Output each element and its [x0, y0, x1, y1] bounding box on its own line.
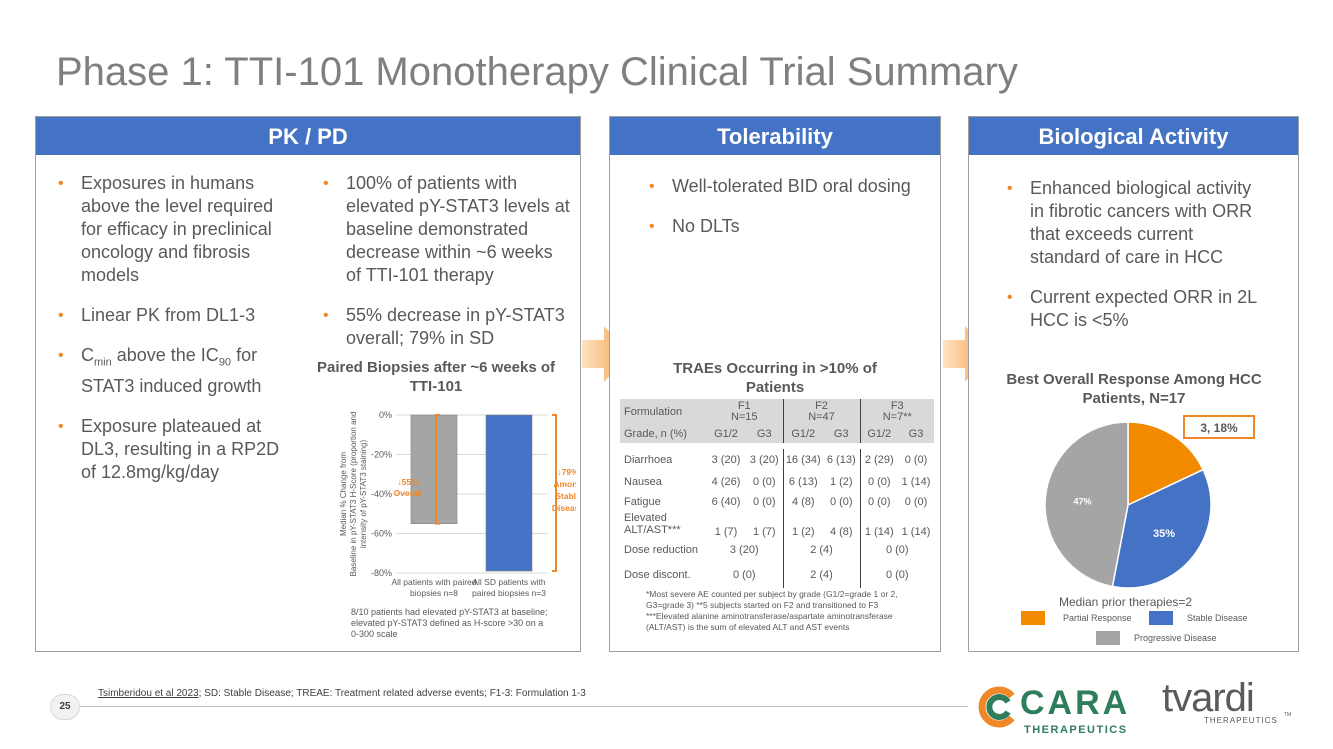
table-row: Nausea 4 (26) 0 (0) 6 (13) 1 (2) 0 (0) 1…	[620, 471, 934, 493]
footer-citation: Tsimberidou et al 2023; SD: Stable Disea…	[98, 688, 586, 699]
pie-slice	[1127, 421, 1205, 507]
tvardi-logo: tvardi THERAPEUTICS TM	[1162, 676, 1292, 732]
legend-stable-disease: Stable Disease	[1149, 611, 1248, 625]
median-prior-text: Median prior therapies=2	[1059, 595, 1193, 609]
legend-swatch	[1096, 631, 1120, 645]
grade-label: Grade, n (%)	[624, 428, 687, 440]
f3-header: F3 N=7**	[859, 399, 934, 425]
bullet-55-percent: 55% decrease in pY-STAT3 overall; 79% in…	[320, 304, 570, 350]
f1-header: F1 N=15	[730, 400, 758, 423]
trademark-mark: TM	[1284, 712, 1292, 718]
tvardi-subtitle: THERAPEUTICS	[1204, 716, 1278, 725]
grade-head: G1/2	[714, 428, 738, 440]
table-row: Fatigue 6 (40) 0 (0) 4 (8) 0 (0) 0 (0) 0…	[620, 493, 934, 510]
table-row: Dose reduction 3 (20) 2 (4) 0 (0)	[620, 538, 934, 562]
trae-table-title: TRAEs Occurring in >10% of Patients	[673, 360, 877, 396]
response-pie-chart: 3, 18% 35% 47%	[1044, 415, 1255, 589]
biopsy-chart-title: Paired Biopsies after ~6 weeks of TTI-10…	[316, 359, 556, 395]
page-number: 25	[50, 694, 80, 720]
legend-progressive-disease: Progressive Disease	[1096, 631, 1217, 645]
grade-head: G1/2	[782, 425, 823, 443]
page-title: Phase 1: TTI-101 Monotherapy Clinical Tr…	[56, 50, 1018, 94]
cara-subtitle: THERAPEUTICS	[1024, 724, 1128, 736]
grade-head: G1/2	[859, 425, 898, 443]
grade-head: G3	[756, 428, 772, 440]
bullet-no-dlts: No DLTs	[646, 215, 916, 238]
pkpd-left-bullets: Exposures in humans above the level requ…	[55, 172, 295, 501]
trae-table: Formulation F1 N=15 F2 N=47 F3 N=7** Grade,…	[620, 399, 934, 588]
pkpd-right-bullets: 100% of patients with elevated pY-STAT3 …	[320, 172, 570, 367]
bullet-well-tolerated: Well-tolerated BID oral dosing	[646, 175, 916, 198]
table-row: Elevated ALT/AST*** 1 (7) 1 (7) 1 (2) 4 …	[624, 510, 931, 538]
callout-box	[1183, 415, 1255, 439]
x-tick-label: All SD patients with paired biopsies n=3	[472, 577, 546, 598]
pie-slice	[1111, 468, 1212, 589]
bar	[410, 414, 458, 524]
legend-swatch	[1021, 611, 1045, 625]
pkpd-header: PK / PD	[36, 117, 580, 155]
arrow-right-icon	[943, 326, 991, 382]
tvardi-wordmark: tvardi	[1162, 676, 1255, 720]
y-tick-label: -60%	[371, 529, 392, 539]
slice-label: 47%	[1074, 497, 1092, 507]
footer-divider	[76, 706, 968, 707]
bar	[485, 414, 533, 572]
y-axis-label: Median % Change fromBaseline in pY-STAT3…	[339, 412, 368, 577]
trae-table-wrap: Formulation F1 N=15 F2 N=47 F3 N=7** Grade,…	[620, 399, 934, 588]
citation-link[interactable]: Tsimberidou et al 2023	[98, 688, 199, 699]
biological-bullets: Enhanced biological activity in fibrotic…	[1004, 177, 1264, 349]
y-tick-label: 0%	[379, 410, 392, 420]
y-tick-label: -20%	[371, 450, 392, 460]
bullet-enhanced-activity: Enhanced biological activity in fibrotic…	[1004, 177, 1264, 269]
bullet-exposures: Exposures in humans above the level requ…	[55, 172, 295, 287]
biopsy-footnote: 8/10 patients had elevated pY-STAT3 at b…	[351, 607, 548, 639]
table-row: Dose discont. 0 (0) 2 (4) 0 (0)	[620, 562, 934, 588]
arrow-right-icon	[582, 326, 630, 382]
bullet-expected-orr: Current expected ORR in 2L HCC is <5%	[1004, 286, 1264, 332]
formulation-label: Formulation	[624, 406, 683, 418]
legend-partial-response: Partial Response	[1021, 611, 1132, 625]
y-tick-label: -40%	[371, 489, 392, 499]
annotation-stable-disease: ↓79%AmongStableDisease	[552, 467, 576, 513]
tolerability-panel: Tolerability Well-tolerated BID oral dos…	[609, 116, 941, 652]
biological-panel: Biological Activity Enhanced biological …	[968, 116, 1299, 652]
annotation-overall: ↓55% Overall	[394, 477, 423, 498]
grade-head: G3	[833, 428, 849, 440]
f2-header: F2 N=47	[782, 399, 860, 425]
cara-logo: CARA THERAPEUTICS	[974, 682, 1152, 738]
y-tick-label: -80%	[371, 568, 392, 578]
bracket-overall	[435, 414, 440, 525]
x-tick-label: All patients with paired biopsies n=8	[391, 577, 476, 598]
bullet-linear-pk: Linear PK from DL1-3	[55, 304, 295, 327]
biopsy-bar-chart: 0% -20% -40% -60% -80%Median % Change fromBa…	[339, 410, 576, 598]
grade-head: G3	[908, 428, 924, 440]
tolerability-header: Tolerability	[610, 117, 940, 155]
table-row: Diarrhoea 3 (20) 3 (20) 16 (34) 6 (13) 2…	[620, 449, 934, 471]
bullet-cmin: Cmin above the IC90 for STAT3 induced gr…	[55, 344, 295, 398]
tolerability-bullets: Well-tolerated BID oral dosing No DLTs	[646, 175, 916, 255]
bullet-plateau: Exposure plateaued at DL3, resulting in …	[55, 415, 295, 484]
bullet-100-percent: 100% of patients with elevated pY-STAT3 …	[320, 172, 570, 287]
cara-mark-icon	[978, 686, 1015, 728]
slice-label: 35%	[1153, 528, 1175, 540]
biological-header: Biological Activity	[969, 117, 1298, 155]
slice-label: 3, 18%	[1200, 421, 1238, 435]
pie-slice	[1044, 421, 1129, 588]
cara-wordmark: CARA	[1020, 684, 1131, 722]
legend-swatch	[1149, 611, 1173, 625]
bracket-stable-disease	[552, 414, 557, 573]
pie-chart-title: Best Overall Response Among HCC Patients…	[1006, 371, 1262, 407]
pkpd-panel: PK / PD Exposures in humans above the le…	[35, 116, 581, 652]
pie-legend: Partial Response Stable Disease Progress…	[1021, 611, 1291, 651]
trae-footnote: *Most severe AE counted per subject by g…	[646, 589, 898, 632]
